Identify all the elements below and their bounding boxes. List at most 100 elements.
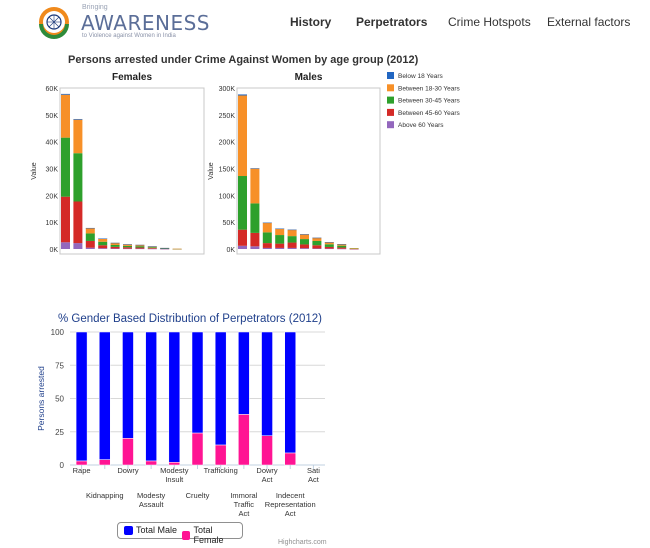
gender-ytick-0: 0	[60, 461, 65, 470]
facet-ytick-0-5: 50K	[46, 113, 59, 120]
bar-1-7-b4560	[324, 246, 334, 249]
nav-external-factors[interactable]: External factors	[547, 15, 631, 29]
bar-1-7-above60	[324, 248, 334, 250]
facet-ytick-1-0: 0K	[226, 247, 235, 254]
bar-0-8-b3045	[160, 248, 170, 249]
bar-1-2-b1830	[262, 222, 272, 233]
site-header: Bringing AWARENESS to Violence against W…	[0, 0, 650, 44]
bar-0-3-b4560	[98, 245, 108, 249]
gender-ytick-1: 25	[55, 428, 64, 437]
bar-1-6-b1830	[312, 237, 322, 241]
bar-0-6-b1830	[135, 244, 145, 247]
bar-1-7-b3045	[324, 244, 334, 247]
bar-1-4-b4560	[287, 242, 297, 248]
bar-1-8-above60	[337, 248, 347, 250]
nav-perpetrators[interactable]: Perpetrators	[356, 15, 428, 29]
gender-category-label-5: Cruelty	[186, 491, 210, 500]
bar-0-8-below18	[160, 247, 170, 249]
bar-1-3-b4560	[275, 243, 285, 248]
bar-1-5-b3045	[300, 239, 309, 245]
bar-1-3-b3045	[275, 235, 285, 244]
bar-0-5-above60	[123, 248, 132, 250]
bar-0-6-above60	[135, 248, 145, 250]
gender-distribution-chart: Persons arrested 0 25 50 75 100 Rape Kidnapping…	[36, 328, 325, 518]
bar-0-7-above60	[147, 248, 157, 250]
bar-0-0-above60	[61, 242, 70, 249]
bar-0-4-b3045	[110, 244, 120, 247]
bar-0-3-b3045	[98, 241, 108, 246]
nav-history[interactable]: History	[290, 15, 332, 29]
bar-0-4-b1830	[110, 242, 120, 245]
bar-1-9-b3045	[349, 248, 359, 249]
bar-0-1-b1830	[73, 119, 83, 154]
bar-0-4-below18	[110, 242, 120, 244]
bar-0-0-b1830	[61, 94, 70, 138]
bar-0-3-b1830	[98, 238, 108, 242]
legend-swatch-b1830	[387, 84, 394, 92]
bar-1-5-b4560	[300, 244, 309, 249]
bar-female-5	[191, 432, 204, 466]
bar-male-3	[145, 331, 157, 462]
bar-0-2-b3045	[85, 233, 95, 241]
bar-1-1-below18	[250, 168, 260, 169]
gender-category-label-10: Sati Act	[307, 466, 320, 484]
facet-ytick-0-2: 20K	[46, 193, 59, 200]
bar-0-4-above60	[110, 248, 120, 249]
facet-ytick-0-6: 60K	[46, 86, 59, 93]
facet-ytick-1-6: 300K	[219, 86, 236, 93]
facet-ytick-1-1: 50K	[223, 220, 236, 227]
gender-ytick-3: 75	[55, 361, 64, 370]
facet-panel-1	[236, 87, 381, 255]
bar-1-2-above60	[262, 247, 272, 249]
bar-0-0-below18	[61, 93, 70, 95]
facet-ytick-0-1: 10K	[46, 220, 59, 227]
bar-1-9-b4560	[349, 248, 359, 250]
bar-1-6-below18	[312, 237, 322, 239]
bar-1-6-above60	[312, 248, 322, 249]
bar-1-2-below18	[262, 222, 272, 224]
gender-chart-title: % Gender Based Distribution of Perpetrat…	[58, 313, 322, 325]
logo-small-text: Bringing	[82, 4, 108, 11]
bar-0-0-b4560	[61, 196, 70, 243]
legend-label-b3045: Between 30-45 Years	[398, 98, 461, 105]
bar-0-2-b1830	[85, 228, 95, 234]
facet-ylabel-1: Value	[208, 162, 215, 179]
bar-1-1-b4560	[250, 232, 260, 247]
gender-chart-legend: Total Male Total Female	[117, 522, 243, 545]
bar-1-5-below18	[300, 234, 309, 235]
highcharts-credits[interactable]: Highcharts.com	[278, 539, 327, 546]
bar-male-2	[122, 331, 134, 439]
bar-male-7	[238, 331, 250, 415]
site-logo[interactable]: Bringing AWARENESS to Violence against W…	[35, 3, 209, 41]
bar-female-2	[122, 438, 134, 466]
gender-category-label-2: Dowry	[117, 466, 139, 475]
facet-ytick-1-3: 150K	[219, 167, 236, 174]
legend-label-female: Total Female	[193, 525, 224, 545]
bar-0-1-above60	[73, 243, 83, 249]
facet-panel-0	[59, 87, 205, 255]
legend-item-male[interactable]: Total Male	[124, 525, 177, 535]
legend-swatch-below18	[387, 72, 394, 79]
legend-swatch-female	[182, 530, 191, 540]
gender-category-label-3: Modesty Assault	[137, 491, 166, 509]
gender-category-label-8: Dowry Act	[256, 466, 278, 484]
age-chart-title: Persons arrested under Crime Against Wom…	[68, 54, 419, 66]
facet-title-1: Males	[295, 72, 323, 83]
bar-1-6-b3045	[312, 240, 322, 246]
bar-1-8-b4560	[337, 247, 347, 249]
legend-label-b4560: Between 45-60 Years	[398, 110, 461, 117]
bar-0-1-b3045	[73, 153, 83, 202]
bar-1-7-below18	[324, 242, 334, 243]
bar-1-9-b1830	[349, 248, 359, 249]
bar-male-5	[191, 331, 204, 434]
facet-ytick-1-2: 100K	[219, 193, 236, 200]
bar-0-6-below18	[135, 244, 145, 246]
bar-0-8-above60	[160, 248, 170, 250]
legend-item-female[interactable]: Total Female	[182, 525, 242, 545]
bar-female-9	[284, 452, 296, 466]
gender-category-label-4: Modesty Insult	[160, 466, 189, 484]
bar-0-6-b4560	[135, 247, 145, 249]
bar-male-4	[168, 331, 181, 463]
gender-category-label-7: Immoral Traffic Act	[230, 491, 257, 518]
nav-crime-hotspots[interactable]: Crime Hotspots	[448, 15, 531, 29]
